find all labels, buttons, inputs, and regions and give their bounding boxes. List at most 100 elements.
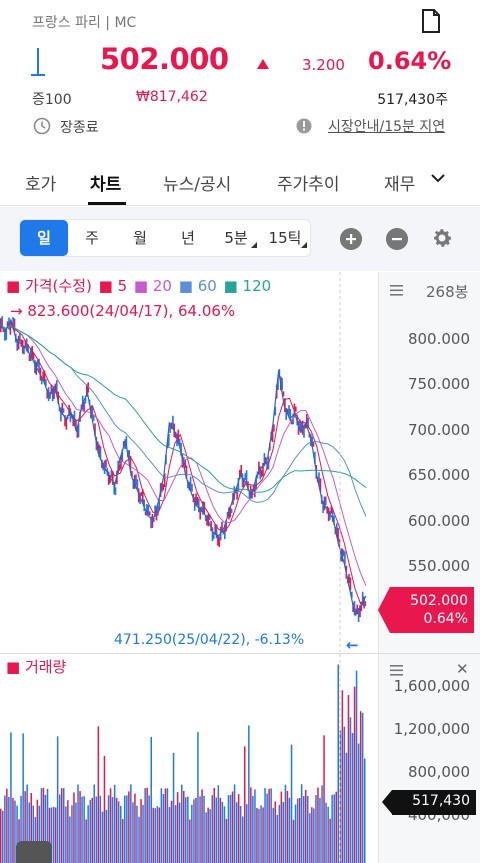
- candle: [214, 524, 216, 535]
- period-day[interactable]: 일: [20, 220, 68, 256]
- volume-bar: [101, 811, 104, 863]
- volume-chart[interactable]: [0, 654, 378, 863]
- dropdown-corner-icon: [301, 242, 307, 248]
- chevron-down-icon[interactable]: [430, 172, 446, 184]
- period-15tick[interactable]: 15틱: [260, 220, 310, 256]
- volume-bar: [150, 736, 152, 863]
- period-month[interactable]: 월: [133, 229, 147, 247]
- candle: [241, 473, 244, 488]
- candle: [99, 446, 102, 460]
- volume-bar: [34, 816, 37, 863]
- volume-bar: [8, 796, 10, 863]
- volume-bar: [309, 813, 311, 863]
- volume-bar: [97, 726, 100, 863]
- candle: [258, 461, 260, 475]
- volume-bar: [99, 795, 102, 863]
- legend-ma60: ■ 60: [178, 277, 217, 295]
- volume-bar: [95, 796, 98, 863]
- volume-bar: [117, 801, 120, 863]
- candle: [180, 442, 182, 456]
- candle: [206, 515, 208, 526]
- market-info-link[interactable]: 시장안내/15분 지연: [328, 119, 446, 135]
- candle: [42, 371, 44, 381]
- zoom-in-icon[interactable]: [340, 228, 362, 250]
- volume-bar: [311, 807, 313, 863]
- candle: [34, 360, 36, 374]
- tab-orderbook[interactable]: 호가: [25, 175, 57, 195]
- menu-icon[interactable]: [390, 665, 403, 676]
- volume-bar: [174, 805, 177, 863]
- candle: [236, 487, 238, 500]
- candle: [94, 423, 96, 436]
- candle: [121, 449, 124, 462]
- gear-icon[interactable]: [430, 226, 454, 250]
- document-icon[interactable]: [421, 9, 441, 33]
- chart-area[interactable]: ■ 가격(수정) ■ 5 ■ 20 ■ 60 ■ 120 268봉 800.00…: [0, 272, 480, 863]
- last-volume-tag: 517,430: [382, 790, 476, 815]
- candle: [349, 577, 352, 591]
- price-chart[interactable]: [0, 272, 378, 652]
- volume-bar: [93, 784, 95, 863]
- fullscreen-button[interactable]: [16, 841, 52, 863]
- volume-bar: [248, 725, 250, 863]
- volume-bar: [252, 795, 254, 863]
- candle: [312, 441, 315, 447]
- period-week[interactable]: 주: [85, 229, 99, 247]
- close-icon[interactable]: ✕: [456, 660, 469, 678]
- candle: [92, 415, 95, 421]
- volume-bar: [172, 753, 175, 863]
- candle: [364, 601, 367, 606]
- y-tick: 750.000: [407, 375, 470, 393]
- volume-bar: [10, 732, 12, 863]
- dropdown-corner-icon: [251, 242, 257, 248]
- candle: [221, 521, 223, 533]
- volume-bar: [120, 806, 122, 863]
- tab-news[interactable]: 뉴스/공시: [163, 175, 232, 195]
- candle: [128, 449, 130, 460]
- candle: [247, 481, 249, 491]
- volume-bar: [91, 797, 93, 863]
- candle: [284, 398, 286, 412]
- volume-bar: [339, 730, 342, 863]
- candle: [57, 391, 59, 404]
- stock-name: 프랑스 파리 | MC: [32, 15, 137, 31]
- candle: [60, 407, 62, 422]
- period-year[interactable]: 년: [181, 229, 195, 247]
- volume-bar: [361, 712, 364, 863]
- period-5min[interactable]: 5분: [212, 220, 260, 256]
- menu-icon[interactable]: [390, 285, 403, 296]
- candle: [144, 511, 147, 516]
- volume-bar: [132, 802, 134, 863]
- clock-icon: [33, 117, 51, 135]
- candle: [69, 408, 72, 423]
- volume-bar: [272, 807, 274, 863]
- volume-bar: [52, 806, 55, 863]
- candle: [137, 488, 140, 503]
- volume-bar: [56, 736, 59, 863]
- candle: [150, 516, 152, 529]
- candle: [240, 465, 242, 477]
- candle: [254, 484, 256, 498]
- zoom-out-icon[interactable]: [386, 228, 408, 250]
- candle: [169, 423, 171, 433]
- period-selector: 일 주 월 년 5분 15틱: [20, 220, 310, 256]
- tab-chart[interactable]: 차트: [90, 175, 122, 195]
- volume-bar: [103, 755, 106, 863]
- volume-bar: [349, 717, 352, 863]
- candle: [355, 608, 357, 616]
- tab-price-trend[interactable]: 주가추이: [277, 175, 340, 195]
- candle: [198, 498, 200, 513]
- volume-bar: [24, 791, 26, 863]
- candle: [244, 473, 247, 480]
- candle: [211, 527, 214, 542]
- candle: [290, 419, 293, 425]
- tab-financials[interactable]: 재무: [384, 175, 416, 195]
- volume-bar: [209, 809, 211, 863]
- volume-bar: [345, 752, 348, 863]
- legend-ma20: ■ 20: [133, 277, 172, 295]
- vol-y-tick: 800,000: [407, 763, 470, 781]
- candle: [215, 524, 218, 539]
- volume-bar: [343, 726, 346, 863]
- stock-header: 프랑스 파리 | MC 502.000 3.200 0.64% 증100 ₩81…: [0, 0, 480, 150]
- volume-bar: [278, 804, 281, 863]
